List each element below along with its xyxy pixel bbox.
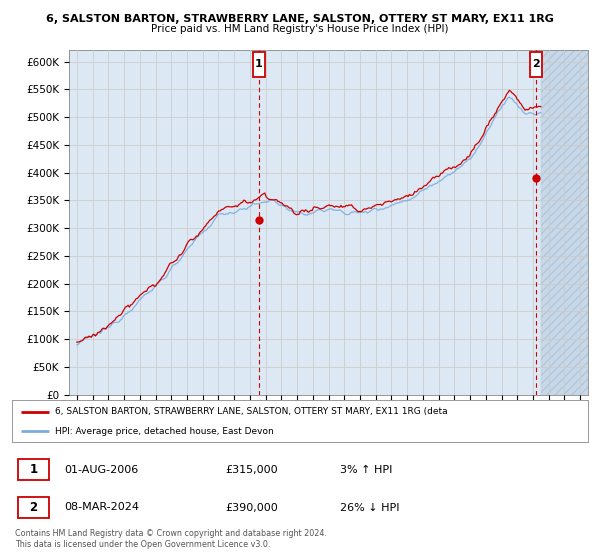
Text: HPI: Average price, detached house, East Devon: HPI: Average price, detached house, East… [55, 427, 274, 436]
Text: £315,000: £315,000 [225, 465, 278, 475]
Text: 1: 1 [29, 463, 38, 476]
Text: 08-MAR-2024: 08-MAR-2024 [64, 502, 139, 512]
Text: 6, SALSTON BARTON, STRAWBERRY LANE, SALSTON, OTTERY ST MARY, EX11 1RG (deta: 6, SALSTON BARTON, STRAWBERRY LANE, SALS… [55, 407, 448, 416]
Text: 2: 2 [532, 59, 540, 69]
Text: 26% ↓ HPI: 26% ↓ HPI [340, 502, 400, 512]
FancyBboxPatch shape [18, 497, 49, 518]
Text: 6, SALSTON BARTON, STRAWBERRY LANE, SALSTON, OTTERY ST MARY, EX11 1RG: 6, SALSTON BARTON, STRAWBERRY LANE, SALS… [46, 14, 554, 24]
Text: 01-AUG-2006: 01-AUG-2006 [64, 465, 138, 475]
Text: 1: 1 [255, 59, 263, 69]
FancyBboxPatch shape [253, 52, 265, 77]
Text: Contains HM Land Registry data © Crown copyright and database right 2024.
This d: Contains HM Land Registry data © Crown c… [15, 529, 327, 549]
FancyBboxPatch shape [530, 52, 542, 77]
FancyBboxPatch shape [18, 459, 49, 480]
Text: 3% ↑ HPI: 3% ↑ HPI [340, 465, 392, 475]
Text: £390,000: £390,000 [225, 502, 278, 512]
Text: Price paid vs. HM Land Registry's House Price Index (HPI): Price paid vs. HM Land Registry's House … [151, 24, 449, 34]
Bar [541, 50, 588, 395]
Text: 2: 2 [29, 501, 38, 514]
